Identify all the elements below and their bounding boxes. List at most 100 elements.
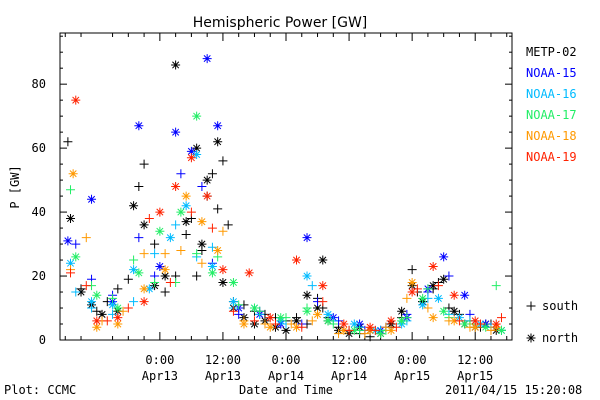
data-point-north xyxy=(323,309,333,319)
data-point-north xyxy=(376,329,386,339)
legend-entry: NOAA-15 xyxy=(526,66,577,80)
data-point-north xyxy=(265,313,275,323)
data-point-south xyxy=(207,223,217,233)
data-point-north xyxy=(155,226,165,236)
data-point-north xyxy=(155,207,165,217)
data-points xyxy=(63,54,506,342)
data-point-south xyxy=(192,271,202,281)
data-point-north xyxy=(192,111,202,121)
data-point-north xyxy=(71,252,81,262)
data-point-south xyxy=(197,258,207,268)
data-point-south xyxy=(423,284,433,294)
y-tick-label: 20 xyxy=(32,269,46,283)
series-points xyxy=(66,150,506,335)
data-point-north xyxy=(239,319,249,329)
data-point-south xyxy=(318,297,328,307)
data-point-south xyxy=(63,137,73,147)
data-point-south xyxy=(307,316,317,326)
y-tick-label: 40 xyxy=(32,205,46,219)
data-point-south xyxy=(66,185,76,195)
data-point-north xyxy=(470,322,480,332)
x-tick-label-time: 12:00 xyxy=(205,353,241,367)
data-point-north xyxy=(302,306,312,316)
data-point-north xyxy=(155,261,165,271)
data-point-north xyxy=(386,325,396,335)
data-point-south xyxy=(526,301,536,311)
data-point-north xyxy=(186,153,196,163)
data-point-north xyxy=(160,265,170,275)
data-point-north xyxy=(113,313,123,323)
y-tick-label: 80 xyxy=(32,77,46,91)
data-point-south xyxy=(454,316,464,326)
data-point-south xyxy=(328,319,338,329)
data-point-south xyxy=(260,319,270,329)
data-point-north xyxy=(276,313,286,323)
data-point-south xyxy=(81,281,91,291)
data-point-north xyxy=(433,293,443,303)
data-point-south xyxy=(197,182,207,191)
data-point-north xyxy=(139,284,149,294)
x-tick-label-date: Apr15 xyxy=(394,369,430,383)
data-point-north xyxy=(407,287,417,297)
data-point-south xyxy=(344,325,354,335)
data-point-north xyxy=(318,255,328,265)
y-axis-ticks: 0 20 40 60 80 xyxy=(32,35,512,347)
data-point-south xyxy=(176,169,186,179)
data-point-north xyxy=(71,95,81,105)
data-point-north xyxy=(129,265,139,275)
data-point-north xyxy=(481,322,491,332)
data-point-south xyxy=(160,287,170,297)
data-point-south xyxy=(407,265,417,275)
legend: METP-02 NOAA-15 NOAA-16 NOAA-17 NOAA-18 NOAA-… xyxy=(526,45,577,164)
data-point-north xyxy=(339,319,349,329)
x-tick-label-time: 12:00 xyxy=(331,353,367,367)
data-point-south xyxy=(192,249,202,259)
data-point-north xyxy=(186,146,196,156)
data-point-south xyxy=(307,281,317,291)
data-point-south xyxy=(129,255,139,265)
legend-entry: NOAA-17 xyxy=(526,108,577,122)
data-point-south xyxy=(66,268,76,278)
series-points xyxy=(63,54,496,335)
data-point-south xyxy=(129,297,139,307)
x-tick-label-date: Apr13 xyxy=(205,369,241,383)
data-point-south xyxy=(334,329,344,339)
legend-entry: NOAA-16 xyxy=(526,87,577,101)
data-point-south xyxy=(423,303,433,313)
data-point-north xyxy=(218,265,228,275)
data-point-south xyxy=(491,281,501,291)
data-point-south xyxy=(92,306,102,316)
x-axis-ticks: 0:00 Apr13 12:00 Apr13 0:00 Apr14 12:00 Apr14 0:… xyxy=(64,33,508,383)
plot-frame xyxy=(59,32,513,341)
data-point-north xyxy=(418,300,428,310)
data-point-north xyxy=(449,306,459,316)
data-point-north xyxy=(76,287,86,297)
data-point-north xyxy=(68,169,78,179)
data-point-north xyxy=(108,300,118,310)
data-point-north xyxy=(428,261,438,271)
data-point-south xyxy=(186,207,196,217)
data-point-north xyxy=(213,137,223,147)
data-point-north xyxy=(87,297,97,307)
x-tick-label-time: 0:00 xyxy=(272,353,301,367)
data-point-north xyxy=(213,121,223,131)
x-tick-label-time: 12:00 xyxy=(457,353,493,367)
data-point-south xyxy=(134,182,144,191)
y-tick-label: 60 xyxy=(32,141,46,155)
data-point-south xyxy=(160,249,170,259)
y-tick-label: 0 xyxy=(39,333,46,347)
data-point-north xyxy=(66,258,76,268)
data-point-south xyxy=(108,293,118,303)
data-point-south xyxy=(71,239,81,249)
data-point-south xyxy=(207,242,217,252)
data-point-north xyxy=(407,277,417,287)
data-point-north xyxy=(313,309,323,319)
data-point-north xyxy=(244,268,254,278)
data-point-north xyxy=(386,316,396,326)
data-point-north xyxy=(171,127,181,137)
data-point-north xyxy=(192,150,202,160)
data-point-south xyxy=(270,319,280,329)
chart-title: Hemispheric Power [GW] xyxy=(193,15,368,31)
data-point-north xyxy=(428,313,438,323)
